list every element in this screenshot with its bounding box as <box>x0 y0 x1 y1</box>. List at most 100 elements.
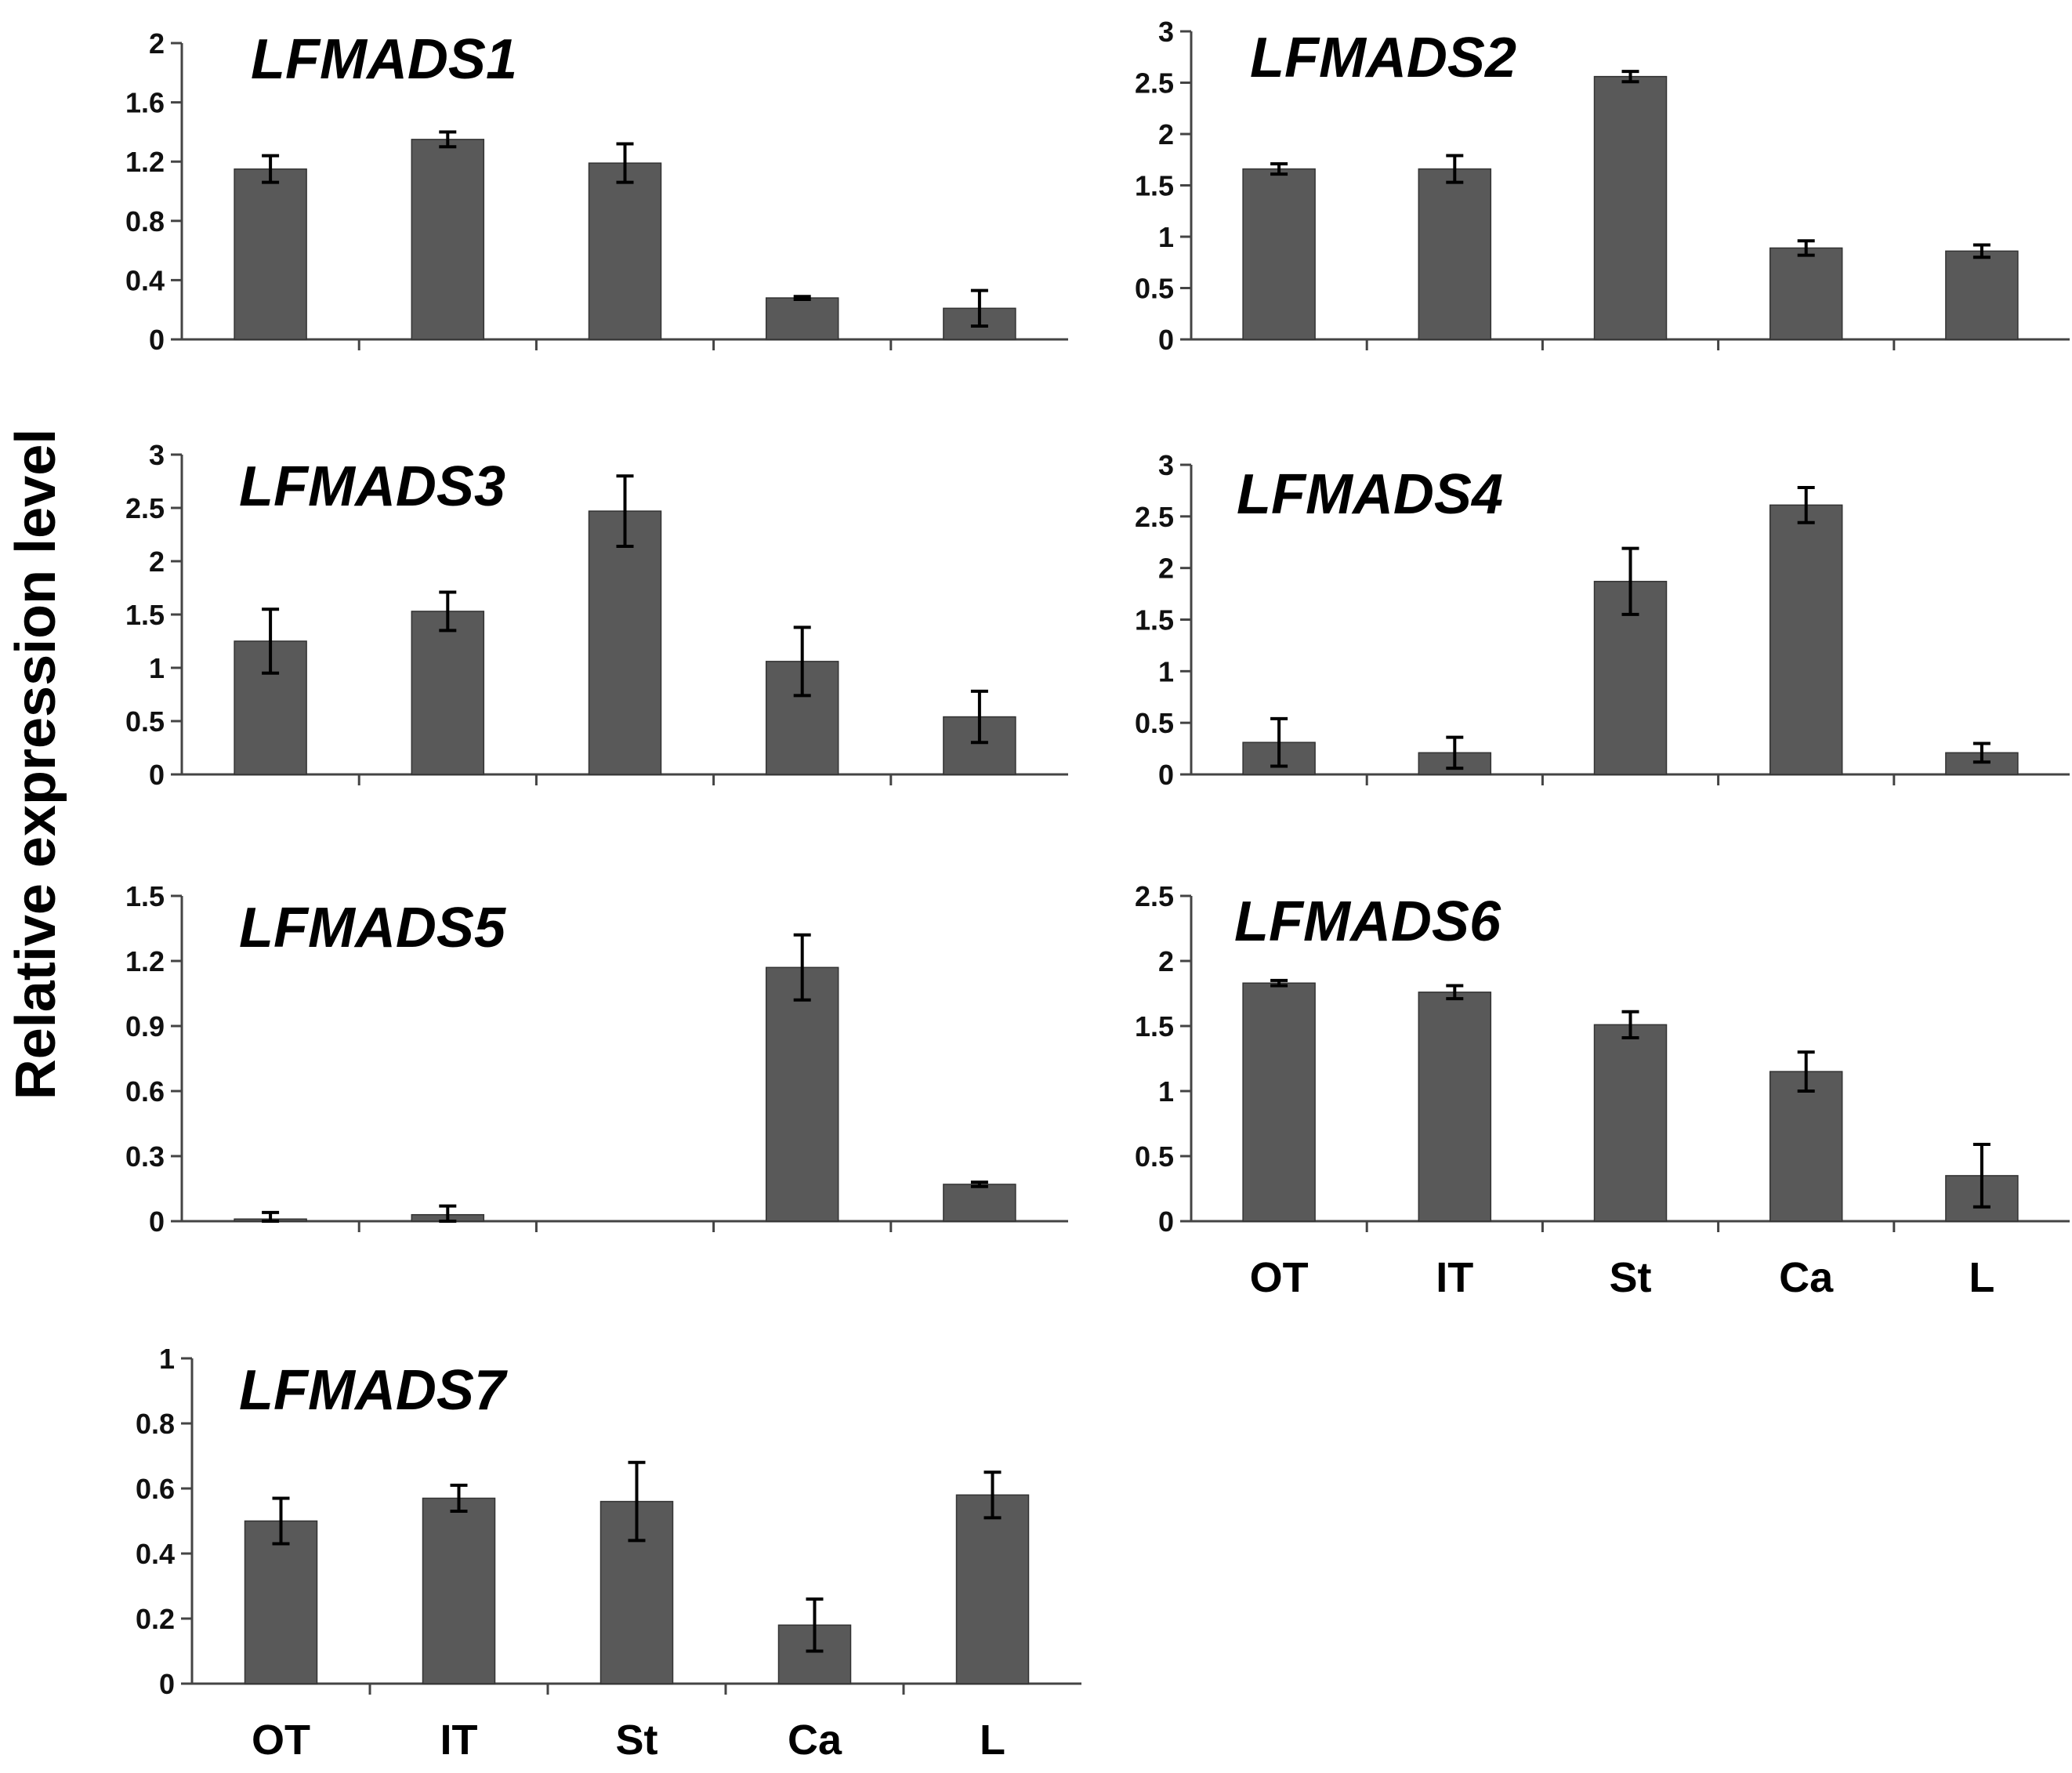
y-tick-label: 3 <box>1158 16 1174 48</box>
y-tick-label: 2 <box>149 546 165 578</box>
y-tick-label: 1 <box>1158 221 1174 253</box>
error-bar-ca <box>793 625 811 698</box>
y-tick-label: 0.5 <box>1135 273 1174 305</box>
y-tick-label: 0 <box>1158 324 1174 356</box>
chart-title: LFMADS3 <box>239 455 505 518</box>
error-bar-it <box>439 130 457 149</box>
error-bar-it <box>439 590 457 633</box>
chart-title: LFMADS1 <box>251 28 517 91</box>
bar-ot <box>244 1520 318 1684</box>
x-category-label: IT <box>1436 1254 1473 1301</box>
error-bar-it <box>1446 154 1464 184</box>
y-tick-label: 2.5 <box>1135 880 1174 912</box>
chart-title: LFMADS5 <box>239 897 506 959</box>
y-tick-label: 0.4 <box>125 264 165 296</box>
panels: 0 0.4 0.8 1.2 1.6 2 LFMADS1 0 0.5 1 1.5 2 2.5 3 LFMADS… <box>125 16 2070 1764</box>
panel-lfmads6: 0 0.5 1 1.5 2 2.5 OT IT St Ca L LFMADS6 <box>1135 880 2070 1301</box>
bar-ot <box>1242 982 1316 1222</box>
y-tick-label: 1 <box>149 652 165 684</box>
y-tick-label: 0.8 <box>125 205 165 237</box>
x-category-label: IT <box>440 1717 478 1764</box>
chart-title: LFMADS2 <box>1250 27 1516 89</box>
x-category-label: OT <box>252 1717 310 1764</box>
error-bar-ca <box>793 933 811 1002</box>
bar-st <box>588 162 662 340</box>
bar-ca <box>1769 247 1843 340</box>
y-tick-label: 0.5 <box>125 705 165 738</box>
y-tick-label: 0 <box>149 1206 165 1238</box>
bar-l <box>943 1184 1016 1222</box>
y-tick-label: 0.4 <box>136 1538 175 1570</box>
error-bar-st <box>616 474 634 548</box>
bar-it <box>1418 992 1492 1222</box>
y-tick-label: 1.2 <box>125 945 165 977</box>
x-category-label: L <box>980 1717 1005 1764</box>
y-tick-label: 1 <box>159 1343 175 1375</box>
x-category-label: Ca <box>1779 1254 1834 1301</box>
error-bar-ot <box>262 154 280 184</box>
error-bar-l <box>970 1180 988 1188</box>
error-bar-l <box>1972 243 1990 259</box>
y-tick-label: 0 <box>159 1668 175 1700</box>
y-axis-label: Relative expression level <box>5 429 67 1100</box>
bar-ot <box>1242 168 1316 340</box>
y-tick-label: 0.2 <box>136 1603 175 1635</box>
error-bar-ot <box>1270 978 1288 988</box>
x-category-label: Ca <box>788 1717 842 1764</box>
error-bar-l <box>1972 741 1990 764</box>
x-category-label: St <box>616 1717 658 1764</box>
error-bar-ot <box>1270 716 1288 768</box>
error-bar-ot <box>272 1496 290 1546</box>
bar-it <box>411 139 485 340</box>
error-bar-l <box>970 288 988 328</box>
error-bar-ot <box>262 1210 280 1223</box>
y-tick-label: 0 <box>1158 759 1174 791</box>
y-tick-label: 0.6 <box>125 1075 165 1108</box>
error-bar-ca <box>1797 485 1815 524</box>
y-tick-label: 3 <box>1158 449 1174 481</box>
y-tick-label: 2 <box>149 27 165 60</box>
x-category-label: OT <box>1250 1254 1309 1301</box>
error-bar-l <box>970 689 988 745</box>
bar-ca <box>765 966 839 1222</box>
bar-ca <box>1769 1071 1843 1222</box>
bar-l <box>1945 250 2019 340</box>
error-bar-ot <box>1270 161 1288 176</box>
error-bar-it <box>439 1204 457 1223</box>
y-tick-label: 1.5 <box>1135 170 1174 202</box>
bar-it <box>411 611 485 775</box>
y-tick-label: 0.9 <box>125 1010 165 1042</box>
y-tick-label: 0 <box>1158 1206 1174 1238</box>
panel-lfmads3: 0 0.5 1 1.5 2 2.5 3 LFMADS3 <box>125 439 1068 791</box>
panel-lfmads4: 0 0.5 1 1.5 2 2.5 3 LFMADS4 <box>1135 449 2070 791</box>
error-bar-ca <box>1797 239 1815 257</box>
error-bar-st <box>1621 546 1639 616</box>
error-bar-ca <box>806 1597 824 1653</box>
error-bar-ot <box>262 607 280 675</box>
bar-l <box>955 1494 1030 1684</box>
y-tick-label: 3 <box>149 439 165 471</box>
x-category-label: St <box>1610 1254 1652 1301</box>
y-tick-label: 1 <box>1158 1075 1174 1108</box>
y-tick-label: 0.5 <box>1135 707 1174 739</box>
bar-it <box>422 1497 496 1684</box>
error-bar-l <box>983 1470 1002 1520</box>
panel-lfmads7: 0 0.2 0.4 0.6 0.8 1 OT IT St Ca L LFMADS7 <box>136 1343 1081 1764</box>
y-tick-label: 1.5 <box>125 880 165 912</box>
y-tick-label: 0 <box>149 759 165 791</box>
y-tick-label: 1.2 <box>125 146 165 178</box>
y-tick-label: 1.5 <box>1135 604 1174 636</box>
error-bar-st <box>1621 70 1639 84</box>
panel-lfmads5: 0 0.3 0.6 0.9 1.2 1.5 LFMADS5 <box>125 880 1068 1238</box>
y-tick-label: 2.5 <box>125 492 165 524</box>
y-tick-label: 2 <box>1158 945 1174 977</box>
error-bar-st <box>616 142 634 184</box>
bar-st <box>588 510 662 775</box>
x-category-label: L <box>1969 1254 1994 1301</box>
panel-lfmads2: 0 0.5 1 1.5 2 2.5 3 LFMADS2 <box>1135 16 2070 356</box>
y-tick-label: 0 <box>149 324 165 356</box>
y-tick-label: 0.8 <box>136 1408 175 1440</box>
bar-st <box>1593 1024 1668 1222</box>
chart-title: LFMADS6 <box>1234 890 1501 953</box>
